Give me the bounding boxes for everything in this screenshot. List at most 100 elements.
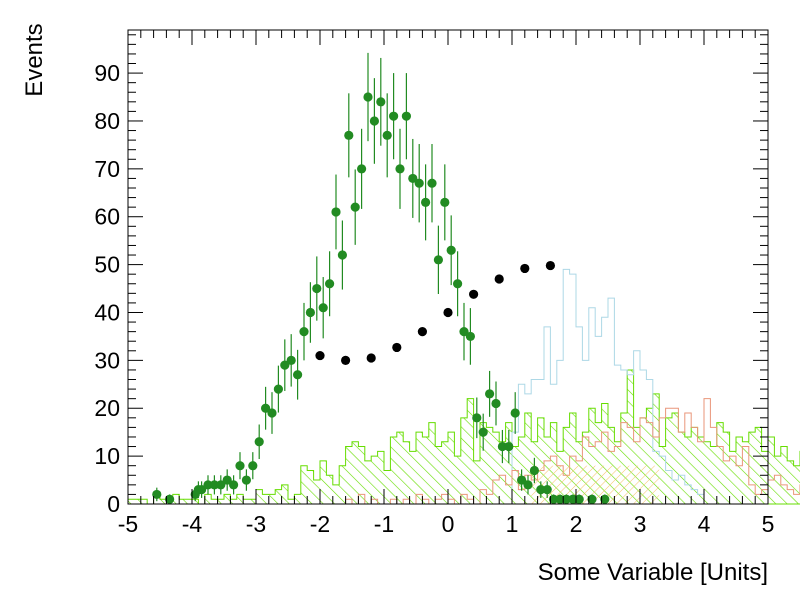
- x-tick-label: 3: [634, 511, 647, 537]
- data-point: [414, 178, 424, 188]
- data-point: [491, 398, 501, 409]
- data-point: [216, 480, 226, 490]
- data-point: [523, 480, 533, 490]
- data-point: [261, 403, 271, 413]
- data-point: [497, 441, 507, 452]
- data-point: [248, 461, 258, 471]
- y-tick-label: 40: [94, 299, 120, 325]
- data-point: [293, 370, 303, 380]
- data-point: [235, 461, 245, 471]
- data-point: [443, 307, 453, 318]
- data-point: [392, 342, 402, 353]
- data-point: [421, 197, 431, 207]
- data-point: [446, 245, 456, 255]
- y-axis-title: Events: [21, 23, 48, 96]
- data-point: [203, 480, 213, 490]
- data-point: [229, 480, 239, 490]
- y-tick-label: 90: [94, 60, 120, 86]
- data-point: [440, 197, 450, 207]
- data-point: [315, 350, 325, 361]
- x-tick-label: -5: [118, 511, 138, 537]
- y-tick-label: 30: [94, 347, 120, 373]
- data-point: [376, 97, 386, 107]
- x-tick-label: 0: [442, 511, 455, 537]
- x-tick-label: -1: [374, 511, 394, 537]
- data-point: [318, 303, 328, 313]
- data-point: [417, 327, 427, 337]
- data-point: [520, 263, 530, 274]
- x-tick-label: -3: [246, 511, 266, 537]
- data-point: [465, 331, 475, 342]
- data-point: [209, 480, 219, 490]
- x-tick-label: 5: [762, 511, 775, 537]
- data-point: [267, 408, 277, 418]
- data-point: [587, 494, 597, 504]
- x-tick-label: 1: [506, 511, 519, 537]
- data-point: [504, 441, 514, 452]
- data-point: [280, 360, 290, 370]
- x-axis-title: Some Variable [Units]: [538, 559, 768, 586]
- data-point: [331, 207, 341, 217]
- series-1-line-histogram: [511, 268, 705, 504]
- data-point: [382, 130, 392, 140]
- data-point: [357, 164, 367, 174]
- data-point: [222, 475, 232, 485]
- data-point: [341, 355, 351, 365]
- y-tick-label: 80: [94, 108, 120, 134]
- data-point: [453, 279, 463, 289]
- data-point: [325, 279, 335, 289]
- data-point: [510, 408, 520, 418]
- data-point: [273, 384, 283, 394]
- data-point: [433, 255, 443, 265]
- y-tick-label: 60: [94, 204, 120, 230]
- data-point: [369, 116, 379, 126]
- data-point: [561, 494, 572, 504]
- points-layer: [152, 52, 610, 504]
- data-point: [395, 164, 405, 174]
- data-point: [568, 494, 578, 504]
- data-point: [536, 485, 546, 495]
- data-point: [517, 475, 527, 485]
- y-tick-label: 50: [94, 252, 120, 278]
- data-point: [427, 178, 437, 188]
- data-point: [350, 202, 360, 212]
- data-point: [197, 485, 207, 495]
- data-point: [363, 92, 373, 102]
- data-point: [545, 260, 556, 271]
- data-point: [344, 130, 354, 140]
- data-point: [366, 353, 376, 363]
- data-point: [485, 389, 495, 399]
- data-point: [555, 494, 565, 504]
- data-point: [459, 327, 469, 337]
- data-point: [408, 173, 418, 184]
- data-point: [165, 494, 175, 504]
- data-point: [542, 485, 552, 495]
- data-point: [337, 250, 347, 260]
- data-point: [574, 494, 584, 504]
- data-point: [286, 355, 296, 365]
- y-tick-label: 0: [107, 491, 120, 517]
- x-tick-label: 4: [698, 511, 711, 537]
- data-point: [305, 307, 315, 318]
- y-tick-label: 10: [94, 443, 120, 469]
- data-point: [152, 489, 162, 500]
- data-point: [254, 437, 264, 447]
- y-tick-label: 70: [94, 156, 120, 182]
- data-point: [469, 289, 479, 299]
- data-point: [529, 465, 540, 476]
- y-tick-label: 20: [94, 395, 120, 421]
- data-point: [389, 111, 399, 121]
- x-tick-label: 2: [570, 511, 583, 537]
- data-point: [549, 494, 559, 504]
- x-tick-label: -4: [182, 511, 203, 537]
- x-tick-label: -2: [310, 511, 330, 537]
- data-point: [600, 494, 610, 504]
- data-point: [312, 283, 322, 294]
- data-point: [478, 427, 488, 437]
- data-point: [401, 111, 411, 121]
- data-point: [472, 413, 482, 423]
- data-point: [494, 274, 504, 284]
